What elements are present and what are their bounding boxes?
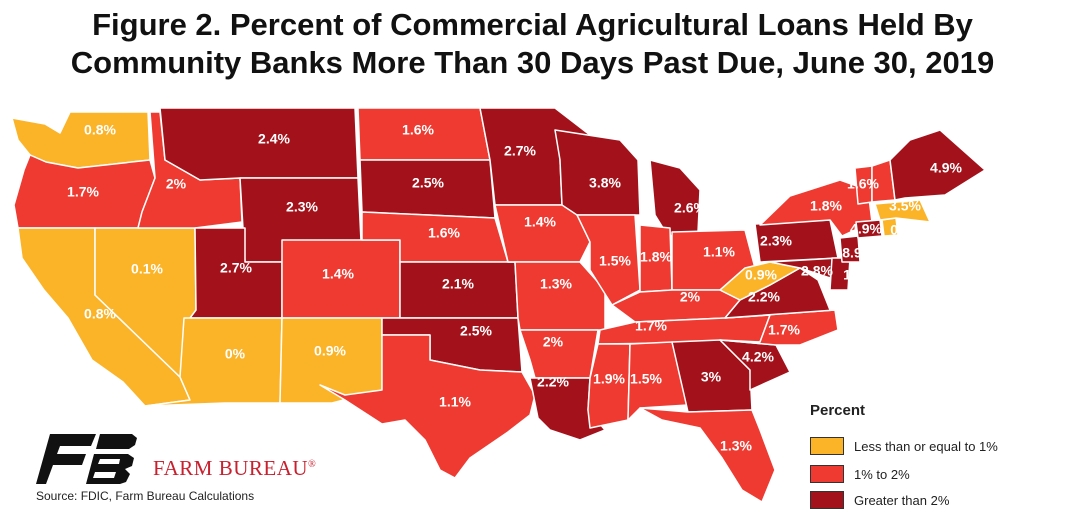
title-line-1: Figure 2. Percent of Commercial Agricult… (92, 7, 973, 42)
state-value-sc: 4.2% (742, 349, 774, 365)
state-value-in: 1.8% (640, 249, 672, 265)
chart-title: Figure 2. Percent of Commercial Agricult… (0, 6, 1065, 82)
state-value-tn: 1.7% (635, 318, 667, 334)
legend-item-low: Less than or equal to 1% (810, 436, 998, 456)
state-value-ut: 2.7% (220, 260, 252, 276)
state-value-oh: 1.1% (703, 244, 735, 260)
legend-item-mid: 1% to 2% (810, 464, 910, 484)
legend-title: Percent (810, 402, 866, 419)
brand-mark: ® (308, 459, 317, 470)
state-value-mo: 1.3% (540, 276, 572, 292)
state-ma (874, 199, 931, 223)
state-mo (507, 261, 606, 331)
state-value-ky: 2% (680, 289, 701, 305)
state-ny (759, 179, 873, 237)
state-value-ok: 2.5% (460, 323, 492, 339)
legend-swatch-high (810, 491, 844, 509)
state-value-ma: 3.5% (889, 198, 921, 214)
legend-label-mid: 1% to 2% (854, 466, 910, 482)
legend-item-high: Greater than 2% (810, 490, 949, 510)
state-value-ri: 0.7 (890, 222, 910, 238)
brand-name: FARM BUREAU® (153, 456, 316, 481)
title-line-2: Community Banks More Than 30 Days Past D… (70, 45, 995, 80)
state-nc (719, 309, 839, 346)
state-value-id: 2% (166, 176, 187, 192)
state-value-nv: 0.1% (131, 261, 163, 277)
state-value-ct: 4.9% (850, 221, 882, 237)
state-value-wv: 0.9% (745, 267, 777, 283)
legend-swatch-mid (810, 465, 844, 483)
state-value-ny: 1.8% (810, 198, 842, 214)
state-value-mt: 2.4% (258, 131, 290, 147)
state-value-il: 1.5% (599, 253, 631, 269)
state-value-de: 1 (843, 267, 851, 283)
state-value-sd: 2.5% (412, 175, 444, 191)
state-value-vt: 1.6% (847, 176, 879, 192)
state-value-pa: 2.3% (760, 233, 792, 249)
state-value-co: 1.4% (322, 266, 354, 282)
state-value-la: 2.2% (537, 374, 569, 390)
brand-text: FARM BUREAU (153, 456, 309, 480)
state-me (889, 129, 986, 201)
state-value-nc: 1.7% (768, 322, 800, 338)
state-value-ga: 3% (701, 369, 722, 385)
state-value-wi: 3.8% (589, 175, 621, 191)
state-nj (839, 235, 861, 263)
state-tn (597, 314, 771, 345)
state-value-ia: 1.4% (524, 214, 556, 230)
state-value-ms: 1.9% (593, 371, 625, 387)
state-value-va: 2.2% (748, 289, 780, 305)
state-value-al: 1.5% (630, 371, 662, 387)
state-value-nj: 8.9 (842, 245, 862, 261)
state-value-ne: 1.6% (428, 225, 460, 241)
state-value-nm: 0.9% (314, 343, 346, 359)
state-al (627, 341, 689, 421)
state-mi (649, 159, 701, 237)
legend-label-high: Greater than 2% (854, 492, 950, 508)
state-fl (639, 407, 776, 503)
state-value-wa: 0.8% (84, 122, 116, 138)
state-value-wy: 2.3% (286, 199, 318, 215)
state-value-mn: 2.7% (504, 143, 536, 159)
state-value-nd: 1.6% (402, 122, 434, 138)
legend-label-low: Less than or equal to 1% (854, 438, 998, 454)
state-value-ks: 2.1% (442, 276, 474, 292)
state-tx (319, 334, 536, 479)
state-value-az: 0% (225, 346, 246, 362)
state-value-mi: 2.6% (674, 200, 706, 216)
state-value-ar: 2% (543, 334, 564, 350)
state-value-ca: 0.8% (84, 306, 116, 322)
state-ct (855, 219, 883, 239)
state-value-tx: 1.1% (439, 394, 471, 410)
source-note: Source: FDIC, Farm Bureau Calculations (36, 489, 255, 503)
state-wi (554, 129, 641, 216)
state-value-md: 2.8% (801, 263, 833, 279)
farm-bureau-logo (36, 434, 137, 484)
state-value-me: 4.9% (930, 160, 962, 176)
legend-swatch-low (810, 437, 844, 455)
state-value-fl: 1.3% (720, 438, 752, 454)
state-value-or: 1.7% (67, 184, 99, 200)
